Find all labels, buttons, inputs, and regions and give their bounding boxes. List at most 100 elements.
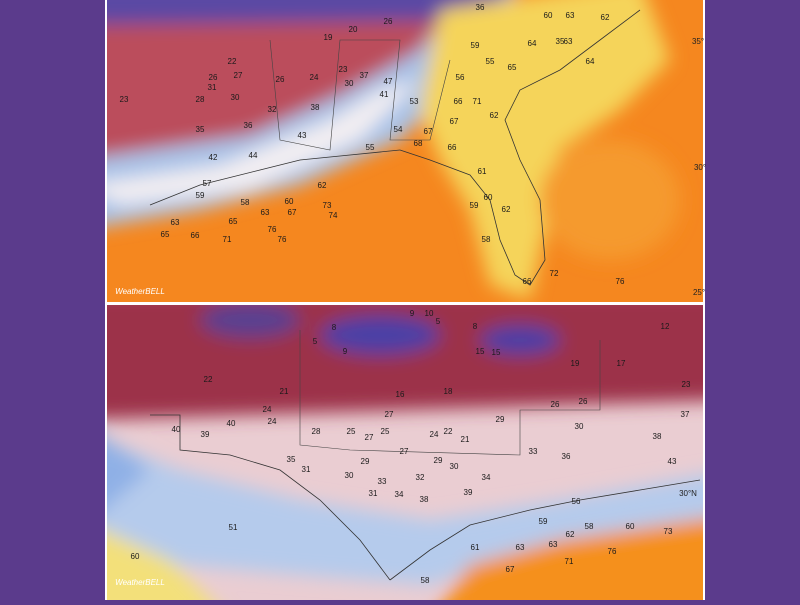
temperature-label: 32 (268, 105, 277, 114)
temperature-label: 59 (470, 201, 479, 210)
temperature-label: 20 (349, 25, 358, 34)
temperature-label: 26 (209, 73, 218, 82)
temperature-label: 31 (208, 83, 217, 92)
temperature-label: 23 (120, 95, 129, 104)
temperature-label: 26 (579, 397, 588, 406)
temperature-label: 31 (369, 489, 378, 498)
bottom-map (107, 305, 703, 600)
temperature-label: 67 (424, 127, 433, 136)
temperature-label: 23 (339, 65, 348, 74)
temperature-label: 63 (549, 540, 558, 549)
latitude-label: 35° (692, 37, 704, 46)
temperature-label: 68 (414, 139, 423, 148)
temperature-label: 17 (617, 359, 626, 368)
temperature-label: 29 (496, 415, 505, 424)
temperature-label: 60 (131, 552, 140, 561)
temperature-label: 63 (564, 37, 573, 46)
temperature-label: 43 (298, 131, 307, 140)
temperature-label: 57 (203, 179, 212, 188)
temperature-label: 40 (172, 425, 181, 434)
temperature-label: 61 (471, 543, 480, 552)
temperature-label: 28 (196, 95, 205, 104)
temperature-label: 37 (360, 71, 369, 80)
temperature-label: 76 (278, 235, 287, 244)
temperature-label: 60 (544, 11, 553, 20)
temperature-label: 66 (448, 143, 457, 152)
latitude-label: 30° (694, 163, 706, 172)
temperature-label: 55 (486, 57, 495, 66)
temperature-label: 60 (626, 522, 635, 531)
temperature-label: 63 (261, 208, 270, 217)
temperature-label: 33 (529, 447, 538, 456)
temperature-label: 41 (380, 90, 389, 99)
temperature-label: 36 (244, 121, 253, 130)
temperature-label: 15 (492, 348, 501, 357)
temperature-label: 71 (473, 97, 482, 106)
temperature-label: 58 (241, 198, 250, 207)
temperature-label: 73 (664, 527, 673, 536)
temperature-label: 67 (288, 208, 297, 217)
temperature-label: 63 (516, 543, 525, 552)
temperature-label: 60 (484, 193, 493, 202)
temperature-label: 29 (361, 457, 370, 466)
temperature-label: 65 (161, 230, 170, 239)
temperature-label: 32 (416, 473, 425, 482)
temperature-label: 39 (201, 430, 210, 439)
temperature-label: 63 (566, 11, 575, 20)
temperature-label: 44 (249, 151, 258, 160)
temperature-label: 31 (302, 465, 311, 474)
temperature-label: 22 (204, 375, 213, 384)
temperature-label: 62 (601, 13, 610, 22)
temperature-label: 22 (444, 427, 453, 436)
logo: WeatherBELL (115, 578, 165, 587)
temperature-label: 42 (209, 153, 218, 162)
temperature-label: 67 (450, 117, 459, 126)
temperature-label: 59 (539, 517, 548, 526)
logo: WeatherBELL (115, 287, 165, 296)
temperature-label: 30 (345, 471, 354, 480)
temperature-label: 21 (461, 435, 470, 444)
temperature-label: 65 (229, 217, 238, 226)
temperature-label: 58 (585, 522, 594, 531)
temperature-label: 53 (410, 97, 419, 106)
temperature-label: 61 (478, 167, 487, 176)
temperature-label: 67 (506, 565, 515, 574)
temperature-label: 66 (454, 97, 463, 106)
latitude-label: 25° (693, 288, 705, 297)
temperature-label: 5 (436, 317, 441, 326)
temperature-label: 35 (556, 37, 565, 46)
temperature-label: 5 (313, 337, 318, 346)
divider (105, 302, 705, 305)
temperature-label: 24 (268, 417, 277, 426)
temperature-label: 38 (420, 495, 429, 504)
temperature-label: 59 (196, 191, 205, 200)
temperature-label: 66 (191, 231, 200, 240)
temperature-label: 36 (562, 452, 571, 461)
temperature-label: 58 (482, 235, 491, 244)
temperature-label: 27 (365, 433, 374, 442)
temperature-label: 76 (616, 277, 625, 286)
temperature-label: 72 (550, 269, 559, 278)
temperature-label: 22 (228, 57, 237, 66)
temperature-label: 71 (565, 557, 574, 566)
temperature-label: 8 (332, 323, 337, 332)
temperature-label: 19 (324, 33, 333, 42)
temperature-label: 24 (430, 430, 439, 439)
temperature-label: 30 (575, 422, 584, 431)
temperature-label: 36 (476, 3, 485, 12)
temperature-label: 8 (473, 322, 478, 331)
temperature-label: 62 (318, 181, 327, 190)
temperature-label: 27 (234, 71, 243, 80)
temperature-label: 33 (378, 477, 387, 486)
temperature-label: 35 (287, 455, 296, 464)
temperature-label: 25 (347, 427, 356, 436)
temperature-label: 10 (425, 309, 434, 318)
temperature-label: 29 (434, 456, 443, 465)
top-map (107, 0, 703, 302)
temperature-label: 54 (394, 125, 403, 134)
temperature-label: 34 (482, 473, 491, 482)
temperature-label: 39 (464, 488, 473, 497)
temperature-label: 28 (312, 427, 321, 436)
latitude-label: 30°N (679, 489, 697, 498)
